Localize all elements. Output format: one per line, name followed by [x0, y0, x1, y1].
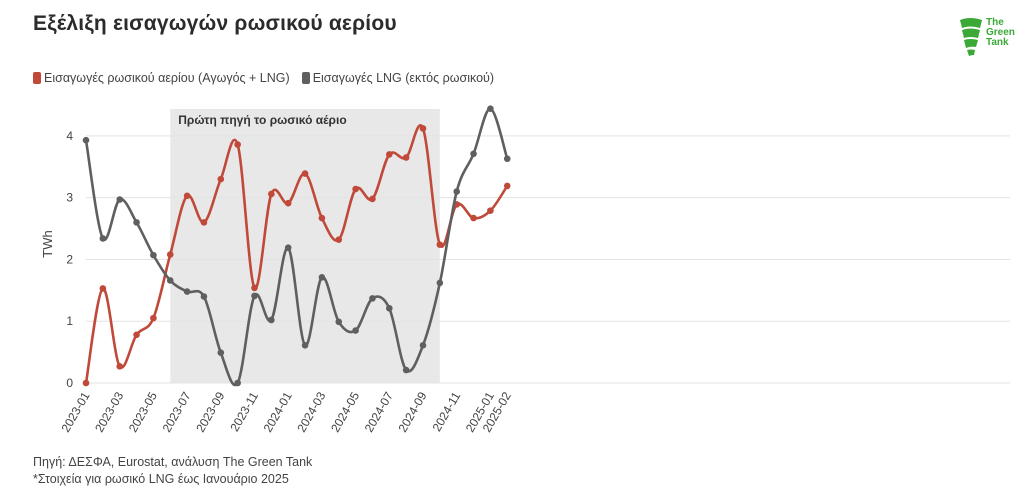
logo-text-line2: Green [986, 27, 1015, 38]
data-point-0 [82, 379, 90, 387]
data-point-1 [453, 188, 461, 195]
legend-item-lng[interactable]: Εισαγωγές LNG (εκτός ρωσικού) [301, 71, 495, 85]
data-point-1 [503, 155, 511, 163]
x-tick-label: 2023-11 [227, 389, 261, 434]
data-point-1 [200, 293, 208, 300]
data-point-1 [369, 295, 376, 302]
x-tick-label: 2024-07 [362, 389, 396, 434]
annotation-label: Πρώτη πηγή το ρωσικό αέριο [178, 113, 346, 127]
logo-text-line3: Tank [986, 37, 1009, 48]
annotation-region [170, 109, 440, 383]
legend-swatch-lng [301, 72, 310, 84]
chart-legend: Εισαγωγές ρωσικού αερίου (Αγωγός + LNG) … [33, 71, 500, 85]
data-point-1 [251, 292, 258, 300]
data-point-1 [234, 379, 241, 387]
data-point-0 [166, 251, 174, 258]
legend-swatch-russian-gas [33, 72, 41, 84]
y-tick-label: 2 [66, 252, 73, 266]
data-point-0 [386, 151, 393, 158]
green-tank-logo-icon [960, 18, 982, 56]
data-point-1 [99, 235, 107, 242]
x-tick-label: 2024-09 [395, 389, 429, 434]
data-point-0 [200, 219, 208, 226]
data-point-1 [268, 316, 275, 324]
x-tick-label: 2023-09 [193, 389, 227, 434]
data-point-1 [470, 150, 477, 158]
data-point-1 [116, 196, 123, 203]
x-tick-label: 2024-05 [328, 389, 362, 434]
data-point-0 [470, 214, 477, 222]
data-point-0 [335, 236, 343, 243]
data-point-0 [234, 141, 241, 148]
data-point-1 [133, 219, 140, 226]
data-point-0 [284, 199, 292, 207]
data-point-1 [436, 279, 444, 287]
data-point-1 [82, 136, 90, 144]
legend-item-russian-gas[interactable]: Εισαγωγές ρωσικού αερίου (Αγωγός + LNG) [33, 71, 290, 85]
chart-footer: Πηγή: ΔΕΣΦΑ, Eurostat, ανάλυση The Green… [33, 454, 312, 488]
x-tick-label: 2023-03 [92, 389, 126, 434]
x-tick-label: 2024-03 [294, 389, 328, 434]
data-point-0 [150, 314, 157, 322]
data-point-1 [217, 349, 225, 357]
data-point-0 [352, 185, 359, 193]
legend-label-lng: Εισαγωγές LNG (εκτός ρωσικού) [312, 71, 495, 85]
data-point-0 [487, 207, 494, 214]
y-axis-label: TWh [40, 230, 55, 257]
x-tick-label: 2024-01 [261, 389, 295, 434]
data-note: *Στοιχεία για ρωσικό LNG έως Ιανουάριο 2… [33, 472, 289, 486]
data-point-1 [352, 327, 359, 334]
data-point-0 [503, 182, 511, 190]
data-point-1 [183, 288, 191, 295]
data-point-0 [301, 170, 309, 177]
data-point-0 [251, 284, 258, 292]
data-point-0 [419, 125, 427, 132]
data-point-1 [335, 318, 343, 326]
y-tick-label: 4 [66, 129, 73, 143]
data-point-0 [436, 241, 444, 248]
data-point-0 [133, 331, 140, 339]
source-note: Πηγή: ΔΕΣΦΑ, Eurostat, ανάλυση The Green… [33, 455, 313, 469]
y-tick-label: 3 [66, 191, 73, 205]
data-point-1 [419, 342, 427, 349]
x-tick-label: 2023-07 [160, 389, 194, 434]
data-point-1 [386, 304, 393, 312]
data-point-0 [402, 154, 410, 161]
data-point-1 [284, 244, 292, 252]
data-point-0 [183, 192, 191, 200]
logo-text-line1: The [986, 17, 1004, 28]
data-point-0 [116, 363, 123, 370]
x-tick-label: 2023-05 [126, 389, 160, 434]
data-point-1 [402, 366, 410, 374]
y-tick-label: 1 [66, 314, 73, 328]
chart-title: Εξέλιξη εισαγωγών ρωσικού αερίου [33, 12, 397, 35]
data-point-0 [318, 214, 326, 222]
x-tick-label: 2024-11 [430, 389, 464, 434]
data-point-0 [268, 190, 275, 198]
data-point-1 [301, 342, 309, 349]
data-point-1 [150, 251, 157, 259]
data-point-1 [318, 274, 326, 281]
data-point-0 [99, 285, 107, 292]
y-tick-label: 0 [66, 376, 73, 390]
legend-label-russian-gas: Εισαγωγές ρωσικού αερίου (Αγωγός + LNG) [44, 71, 290, 85]
data-point-1 [487, 105, 494, 113]
data-point-0 [217, 175, 225, 183]
data-point-1 [166, 277, 174, 284]
data-point-0 [369, 195, 376, 203]
x-tick-label: 2023-01 [58, 389, 92, 434]
